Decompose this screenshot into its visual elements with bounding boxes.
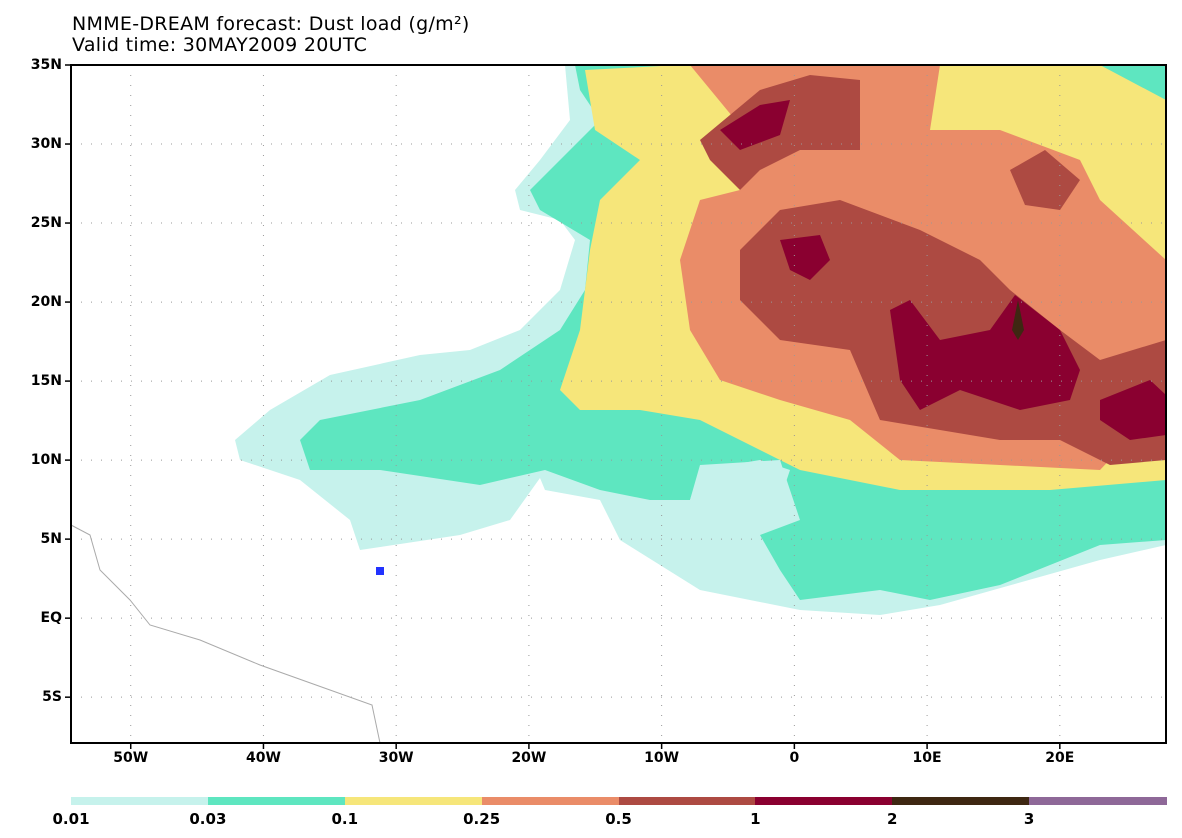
coastline-south-america [71, 524, 381, 743]
legend-label: 0.5 [605, 810, 632, 828]
lon-tick-label: 40W [245, 750, 281, 766]
valid-time: Valid time: 30MAY2009 20UTC [72, 34, 368, 56]
legend-swatch [892, 797, 1030, 805]
legend-label: 2 [887, 810, 898, 828]
lon-tick-label: 20W [511, 750, 547, 766]
lon-tick-label: 20E [1045, 750, 1075, 766]
lon-tick-label: 10W [644, 750, 680, 766]
lon-tick-label: 0 [789, 750, 800, 766]
lat-tick-label: 5N [40, 531, 62, 548]
legend-swatch [1029, 797, 1167, 805]
dust-band-1-east [1100, 380, 1166, 440]
lat-tick-label: 35N [30, 57, 62, 73]
station-marker[interactable] [376, 567, 384, 575]
dust-band-0.5-east [1010, 150, 1080, 210]
legend-swatch [344, 797, 483, 805]
legend-swatch [755, 797, 893, 805]
dust-band-1-west [780, 235, 830, 280]
legend-label: 1 [750, 810, 761, 828]
dust-band-2 [1012, 300, 1024, 340]
lon-tick-label: 50W [113, 750, 149, 766]
legend-label: 0.03 [189, 810, 227, 828]
legend-swatch [481, 797, 619, 805]
dust-band-0.01-coast [665, 460, 790, 545]
legend-swatch [207, 797, 346, 805]
legend-label: 0.25 [463, 810, 501, 828]
map-title: NMME-DREAM forecast: Dust load (g/m²) [72, 13, 470, 35]
axis-ticks [65, 64, 1061, 749]
legend-label: 0.01 [52, 810, 90, 828]
legend-swatch [618, 797, 756, 805]
map-frame [70, 64, 1167, 744]
lon-tick-label: 10E [912, 750, 942, 766]
lat-tick-label: 5S [42, 689, 62, 706]
dust-band-1-central [890, 295, 1080, 410]
lat-tick-label: 20N [30, 294, 62, 311]
lat-tick-label: 30N [30, 136, 62, 153]
lat-tick-label: EQ [40, 610, 62, 627]
dust-band-1-north [720, 100, 790, 150]
lat-tick-label: 15N [30, 373, 62, 390]
lat-tick-label: 10N [30, 452, 62, 469]
legend-label: 0.1 [331, 810, 359, 828]
lon-tick-label: 30W [378, 750, 414, 766]
lat-tick-label: 25N [30, 215, 62, 232]
legend-label: 3 [1023, 810, 1035, 828]
legend-swatch [71, 797, 209, 805]
